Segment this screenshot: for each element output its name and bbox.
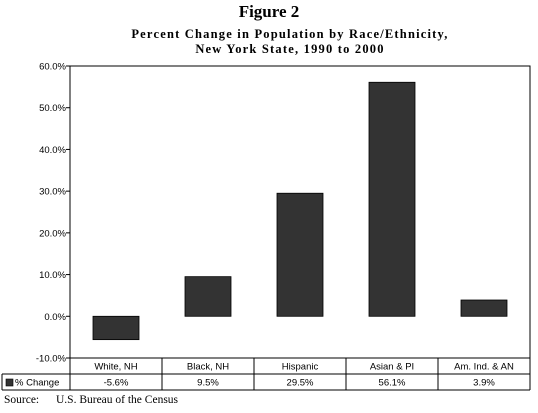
- legend-swatch: [5, 378, 14, 387]
- y-tick-label: 50.0%: [39, 103, 66, 114]
- bars: [92, 81, 508, 341]
- y-tick-label: 10.0%: [39, 270, 66, 281]
- data-table: White, NH Black, NH Hispanic Asian & PI Am. …: [1, 358, 531, 391]
- category-label: White, NH: [94, 362, 137, 373]
- source-text: U.S. Bureau of the Census: [56, 394, 179, 406]
- y-tick-label: 40.0%: [39, 145, 66, 156]
- bar-3: [368, 81, 416, 317]
- category-label: Black, NH: [187, 362, 229, 373]
- chart-title: Percent Change in Population by Race/Eth…: [131, 27, 449, 41]
- bar-4: [460, 299, 508, 317]
- plot-frame: [69, 65, 531, 359]
- bar-0: [92, 315, 140, 341]
- y-tick-label: -10.0%: [36, 354, 67, 365]
- data-label: -5.6%: [104, 378, 129, 389]
- category-label: Asian & PI: [370, 362, 414, 373]
- y-axis: -10.0% 0.0% 10.0% 20.0% 30.0% 40.0% 50.0% 60.0%: [36, 62, 70, 365]
- data-label: 9.5%: [197, 378, 219, 389]
- category-label: Hispanic: [282, 362, 319, 373]
- y-tick-label: 60.0%: [39, 62, 66, 73]
- data-label: 3.9%: [473, 378, 495, 389]
- y-tick-label: 30.0%: [39, 187, 66, 198]
- source-label: Source:: [4, 394, 40, 406]
- chart-subtitle: New York State, 1990 to 2000: [195, 42, 385, 56]
- legend-label: % Change: [15, 378, 59, 389]
- figure-label: Figure 2: [238, 2, 300, 21]
- bar-1: [184, 276, 232, 317]
- y-tick-label: 20.0%: [39, 228, 66, 239]
- category-label: Am. Ind. & AN: [454, 362, 514, 373]
- bar-2: [276, 192, 324, 317]
- data-label: 56.1%: [379, 378, 406, 389]
- data-label: 29.5%: [287, 378, 314, 389]
- y-tick-label: 0.0%: [44, 312, 66, 323]
